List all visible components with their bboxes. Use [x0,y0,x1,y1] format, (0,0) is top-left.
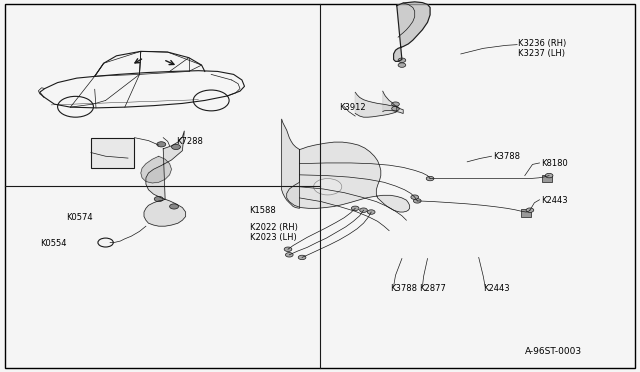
Circle shape [392,106,399,111]
Polygon shape [141,156,172,183]
Text: K1588: K1588 [250,206,276,215]
Circle shape [411,195,419,199]
Text: K7288: K7288 [176,137,203,146]
Circle shape [392,102,399,106]
Bar [542,175,552,182]
Text: K8180: K8180 [541,159,568,168]
Circle shape [413,199,421,203]
Circle shape [284,247,292,251]
Text: K2443: K2443 [541,196,568,205]
Polygon shape [394,2,430,61]
Circle shape [351,206,359,211]
Text: K2443: K2443 [483,284,510,293]
Circle shape [367,210,375,214]
Circle shape [545,173,553,178]
Circle shape [360,208,367,212]
Circle shape [314,179,342,195]
Polygon shape [383,91,403,113]
Text: K3912: K3912 [339,103,366,112]
Polygon shape [287,142,410,212]
Circle shape [157,142,166,147]
Circle shape [172,144,180,150]
Circle shape [398,58,406,62]
Text: K0574: K0574 [66,213,93,222]
Polygon shape [144,131,186,226]
Bar [521,209,531,217]
Circle shape [298,255,306,260]
Circle shape [526,208,534,212]
Polygon shape [355,92,397,117]
Text: K3788: K3788 [493,152,520,161]
Text: K2877: K2877 [419,284,446,293]
Circle shape [170,204,179,209]
Polygon shape [282,119,300,208]
Bar [91,138,134,168]
Text: K0554: K0554 [40,239,67,248]
Text: K2022 (RH)
K2023 (LH): K2022 (RH) K2023 (LH) [250,223,298,242]
Text: K3788: K3788 [390,284,417,293]
Text: K3236 (RH)
K3237 (LH): K3236 (RH) K3237 (LH) [518,39,566,58]
Circle shape [285,253,293,257]
Circle shape [426,176,434,181]
Circle shape [398,63,406,67]
Text: A-96ST-0003: A-96ST-0003 [525,347,582,356]
Circle shape [154,196,163,202]
